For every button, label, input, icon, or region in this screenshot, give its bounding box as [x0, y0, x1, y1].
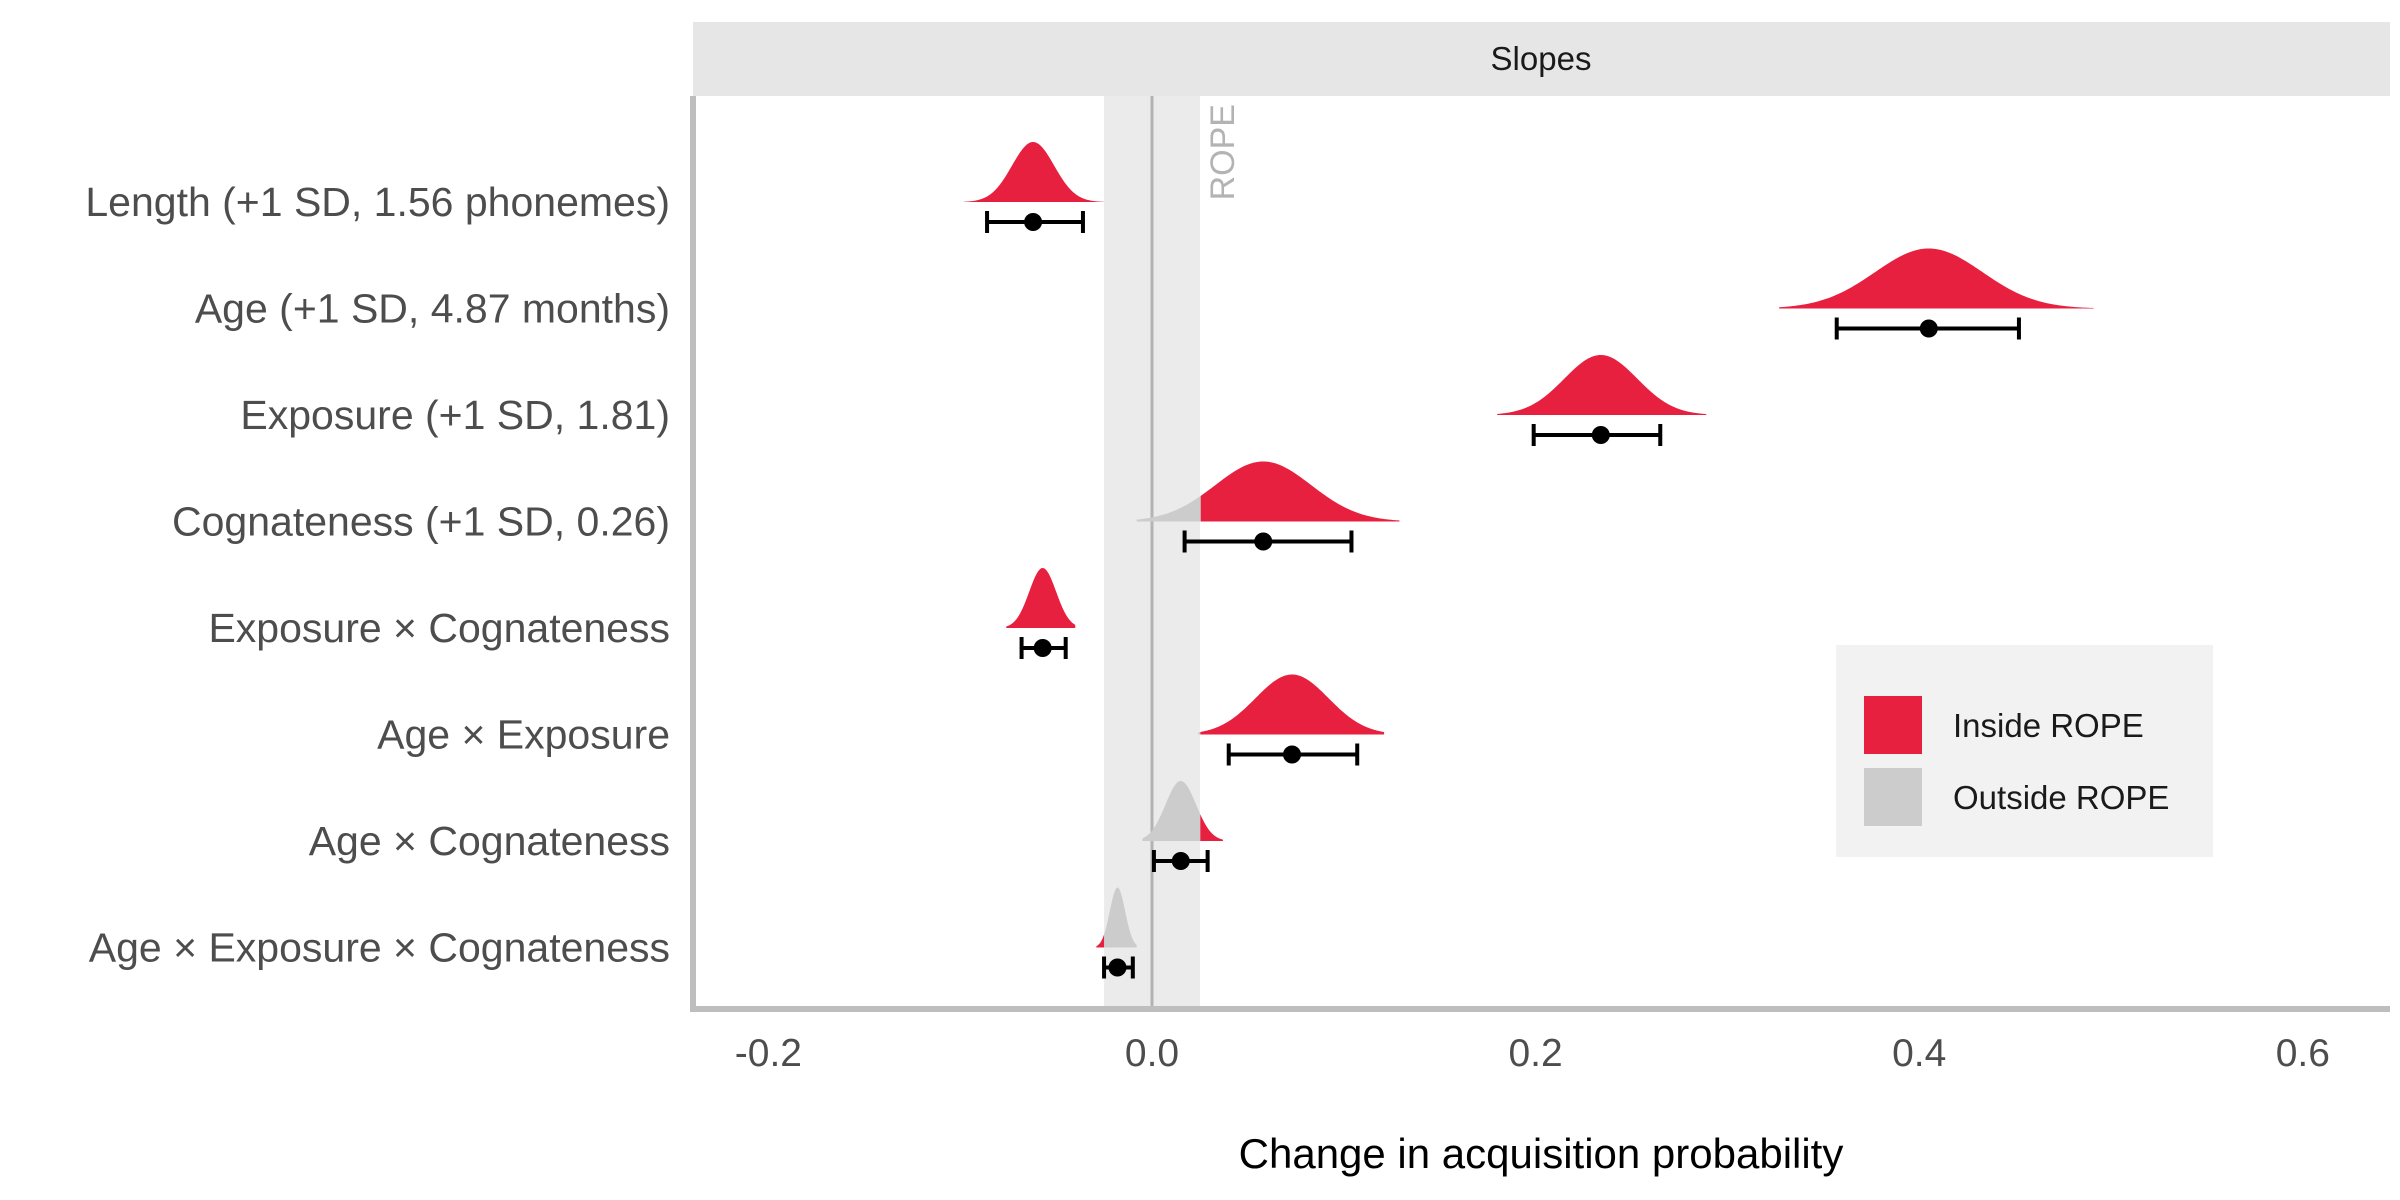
- density-term-5-inside-1: [1200, 674, 1385, 735]
- y-label-term-3: Cognateness (+1 SD, 0.26): [172, 499, 670, 545]
- y-axis-labels: Length (+1 SD, 1.56 phonemes) Age (+1 SD,…: [85, 179, 670, 971]
- legend: Inside ROPE Outside ROPE: [1836, 645, 2213, 857]
- estimate-point-term-5: [1283, 745, 1302, 764]
- legend-swatch-inside: [1864, 696, 1922, 754]
- y-label-term-5: Age × Exposure: [377, 712, 670, 758]
- legend-label-inside: Inside ROPE: [1953, 707, 2144, 744]
- legend-swatch-outside: [1864, 768, 1922, 826]
- estimate-point-term-3: [1254, 532, 1273, 551]
- estimate-point-term-4: [1033, 639, 1052, 657]
- interval-term-2: [1531, 424, 1663, 446]
- y-label-term-0: Length (+1 SD, 1.56 phonemes): [85, 179, 670, 225]
- x-axis-ticks: -0.2 0.0 0.2 0.4 0.6: [735, 1032, 2330, 1075]
- density-term-7-inside-0: [1096, 934, 1105, 948]
- y-label-term-1: Age (+1 SD, 4.87 months): [195, 286, 670, 332]
- density-term-3-outside-0: [1136, 495, 1201, 522]
- x-tick-label-1: 0.0: [1125, 1032, 1179, 1075]
- estimate-point-term-1: [1919, 319, 1938, 338]
- estimate-point-term-0: [1024, 213, 1043, 231]
- interval-term-0: [985, 211, 1085, 233]
- estimate-point-term-6: [1171, 852, 1190, 870]
- legend-label-outside: Outside ROPE: [1953, 779, 2169, 816]
- density-term-0-inside-0: [964, 142, 1105, 202]
- estimate-point-term-2: [1591, 426, 1610, 444]
- credible-intervals: [985, 211, 2021, 979]
- density-term-6-inside-1: [1200, 814, 1223, 841]
- posterior-densities: [964, 142, 2094, 948]
- x-tick-label-4: 0.6: [2276, 1032, 2330, 1075]
- x-tick-label-3: 0.4: [1892, 1032, 1946, 1075]
- density-term-2-inside-0: [1497, 355, 1707, 415]
- interval-term-1: [1834, 317, 2021, 340]
- interval-term-3: [1182, 530, 1354, 553]
- panel-strip: [693, 22, 2390, 96]
- x-tick-label-2: 0.2: [1508, 1032, 1562, 1075]
- density-term-7-outside-1: [1104, 887, 1137, 948]
- y-label-term-4: Exposure × Cognateness: [208, 605, 670, 651]
- density-term-1-inside-0: [1779, 248, 2094, 309]
- density-term-5-outside-0: [1198, 731, 1201, 735]
- x-tick-label-0: -0.2: [735, 1032, 802, 1075]
- interval-term-7: [1102, 956, 1135, 979]
- y-label-term-7: Age × Exposure × Cognateness: [89, 925, 670, 971]
- density-term-6-outside-0: [1142, 781, 1201, 841]
- y-label-term-6: Age × Cognateness: [309, 818, 670, 864]
- estimate-point-term-7: [1108, 958, 1127, 977]
- y-label-term-2: Exposure (+1 SD, 1.81): [240, 392, 670, 438]
- density-term-3-inside-1: [1200, 461, 1400, 522]
- interval-term-5: [1226, 743, 1360, 766]
- x-axis-title: Change in acquisition probability: [1239, 1130, 1844, 1177]
- interval-term-6: [1151, 850, 1210, 872]
- rope-label: ROPE: [1204, 104, 1242, 200]
- panel-title: Slopes: [1491, 40, 1592, 77]
- interval-term-4: [1019, 637, 1068, 659]
- density-term-4-inside-0: [1006, 568, 1076, 628]
